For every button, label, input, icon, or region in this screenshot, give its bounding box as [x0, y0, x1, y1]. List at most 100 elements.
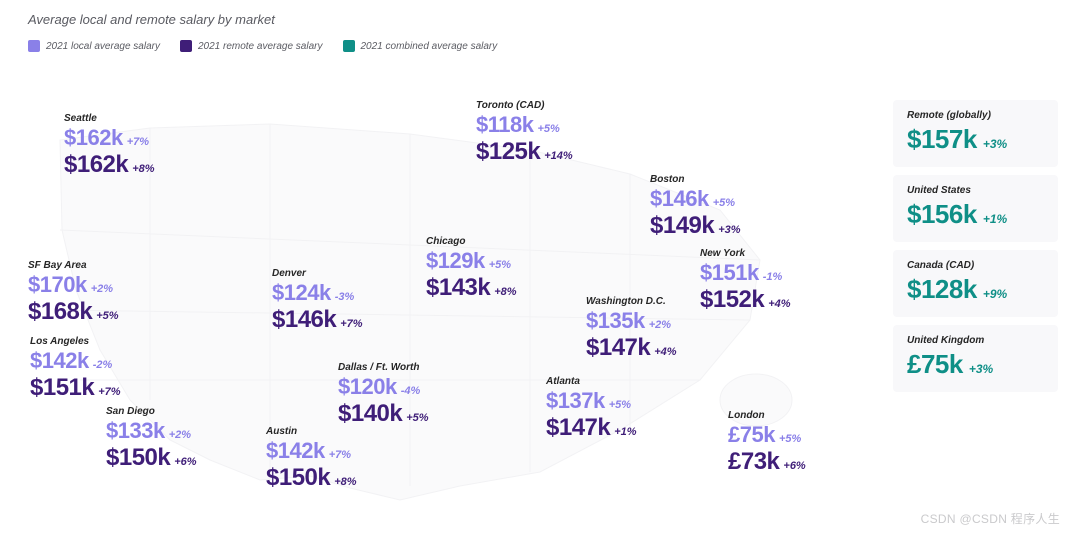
city-name: Toronto (CAD)	[476, 100, 573, 111]
local-pct: +5%	[489, 259, 511, 271]
local-salary: $129k	[426, 248, 485, 274]
local-pct: +2%	[649, 319, 671, 331]
remote-salary: $152k	[700, 286, 764, 314]
summary-value: $128k	[907, 274, 977, 305]
remote-salary: $149k	[650, 212, 714, 240]
local-salary: $151k	[700, 260, 759, 286]
city-name: Los Angeles	[30, 336, 121, 347]
local-pct: +2%	[169, 429, 191, 441]
local-salary: $118k	[476, 112, 533, 138]
city-block: Seattle$162k+7%$162k+8%	[64, 113, 155, 179]
local-pct: +5%	[609, 399, 631, 411]
city-block: Denver$124k-3%$146k+7%	[272, 268, 363, 334]
local-pct: -4%	[401, 385, 421, 397]
city-name: Atlanta	[546, 376, 637, 387]
city-name: Denver	[272, 268, 363, 279]
remote-pct: +4%	[654, 346, 676, 358]
city-name: London	[728, 410, 806, 421]
summary-pct: +1%	[983, 212, 1007, 226]
legend-item: 2021 local average salary	[28, 40, 160, 52]
watermark: CSDN @CSDN 程序人生	[921, 510, 1060, 527]
local-pct: +2%	[91, 283, 113, 295]
remote-pct: +4%	[768, 298, 790, 310]
city-block: London£75k +5%£73k +6%	[728, 410, 806, 476]
summary-card: United Kingdom £75k +3%	[893, 325, 1058, 392]
map-stage: Seattle$162k+7%$162k+8%Toronto (CAD)$118…	[20, 80, 890, 530]
summary-pct: +3%	[983, 137, 1007, 151]
city-name: New York	[700, 248, 791, 259]
local-salary: $133k	[106, 418, 165, 444]
local-pct: +5%	[779, 433, 801, 445]
chart-title: Average local and remote salary by marke…	[28, 12, 275, 27]
local-salary: $120k	[338, 374, 397, 400]
city-name: Boston	[650, 174, 741, 185]
remote-salary: $140k	[338, 400, 402, 428]
summary-card: Remote (globally)$157k+3%	[893, 100, 1058, 167]
remote-salary: $168k	[28, 298, 92, 326]
city-name: Washington D.C.	[586, 296, 677, 307]
summary-card: United States$156k+1%	[893, 175, 1058, 242]
remote-salary: $147k	[586, 334, 650, 362]
legend-swatch	[28, 40, 40, 52]
remote-salary: $150k	[106, 444, 170, 472]
summary-value: $156k	[907, 199, 977, 230]
remote-pct: +5%	[96, 310, 118, 322]
city-block: SF Bay Area$170k+2%$168k+5%	[28, 260, 119, 326]
legend-label: 2021 remote average salary	[198, 41, 323, 52]
remote-pct: +8%	[334, 476, 356, 488]
city-block: Dallas / Ft. Worth$120k -4% $140k +5%	[338, 362, 429, 428]
local-salary: $135k	[586, 308, 645, 334]
remote-pct: +8%	[494, 286, 516, 298]
remote-salary: $150k	[266, 464, 330, 492]
legend-item: 2021 combined average salary	[343, 40, 498, 52]
city-block: Atlanta$137k +5% $147k +1%	[546, 376, 637, 442]
legend-item: 2021 remote average salary	[180, 40, 323, 52]
local-pct: -3%	[335, 291, 355, 303]
summary-pct: +3%	[969, 362, 993, 376]
remote-salary: $146k	[272, 306, 336, 334]
city-block: San Diego$133k+2%$150k+6%	[106, 406, 197, 472]
remote-pct: +7%	[98, 386, 120, 398]
local-salary: £75k	[728, 422, 775, 448]
city-block: New York$151k-1%$152k+4%	[700, 248, 791, 314]
city-block: Boston$146k +5% $149k +3%	[650, 174, 741, 240]
city-block: Austin$142k +7% $150k +8%	[266, 426, 357, 492]
remote-pct: +5%	[406, 412, 428, 424]
summary-value: $157k	[907, 124, 977, 155]
local-pct: +5%	[537, 123, 559, 135]
local-pct: -2%	[93, 359, 113, 371]
local-salary: $137k	[546, 388, 605, 414]
summary-pct: +9%	[983, 287, 1007, 301]
summary-value: £75k	[907, 349, 963, 380]
remote-salary: $162k	[64, 151, 128, 179]
remote-pct: +8%	[132, 163, 154, 175]
local-pct: +7%	[329, 449, 351, 461]
local-salary: $162k	[64, 125, 123, 151]
summary-label: United Kingdom	[907, 335, 1044, 346]
local-pct: +7%	[127, 136, 149, 148]
remote-pct: +1%	[614, 426, 636, 438]
remote-salary: $125k	[476, 138, 540, 166]
legend-label: 2021 combined average salary	[361, 41, 498, 52]
city-name: Dallas / Ft. Worth	[338, 362, 429, 373]
remote-salary: $151k	[30, 374, 94, 402]
remote-salary: $143k	[426, 274, 490, 302]
summary-sidebar: Remote (globally)$157k+3%United States$1…	[893, 100, 1058, 392]
local-salary: $142k	[266, 438, 325, 464]
remote-pct: +6%	[174, 456, 196, 468]
city-block: Washington D.C.$135k +2% $147k +4%	[586, 296, 677, 362]
remote-salary: £73k	[728, 448, 779, 476]
remote-pct: +14%	[544, 150, 572, 162]
remote-pct: +3%	[718, 224, 740, 236]
local-pct: +5%	[713, 197, 735, 209]
summary-card: Canada (CAD)$128k+9%	[893, 250, 1058, 317]
legend-swatch	[180, 40, 192, 52]
legend-label: 2021 local average salary	[46, 41, 160, 52]
city-name: Austin	[266, 426, 357, 437]
city-block: Chicago$129k+5%$143k+8%	[426, 236, 517, 302]
city-block: Los Angeles$142k-2%$151k+7%	[30, 336, 121, 402]
city-name: Seattle	[64, 113, 155, 124]
local-salary: $146k	[650, 186, 709, 212]
remote-pct: +6%	[783, 460, 805, 472]
remote-salary: $147k	[546, 414, 610, 442]
